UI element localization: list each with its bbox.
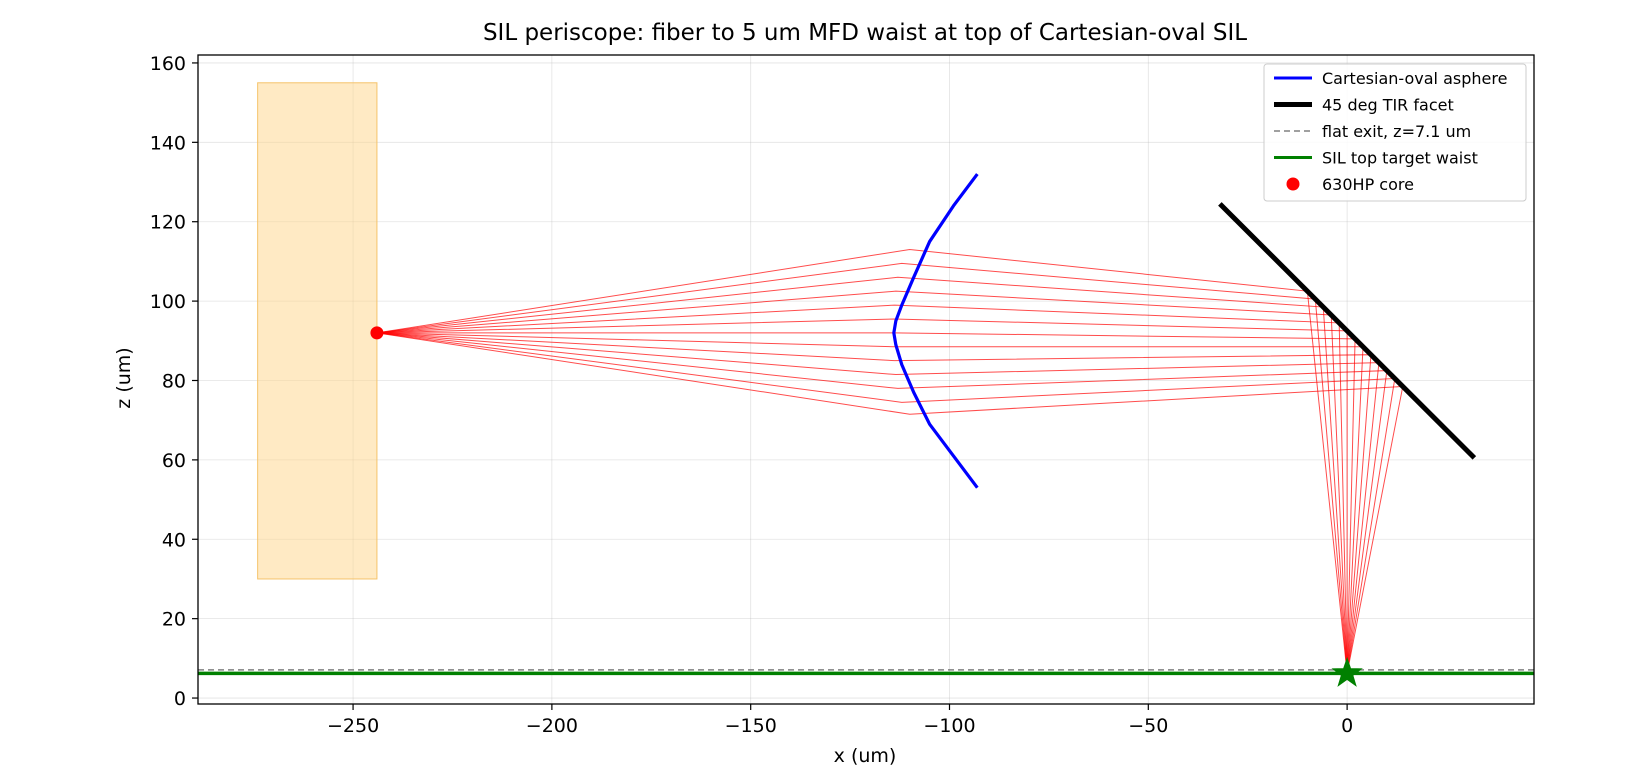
x-tick-label-3: −100 (923, 715, 975, 737)
ray-1 (376, 262, 1348, 674)
plot-frame (197, 54, 1535, 705)
legend-box (1263, 63, 1527, 202)
ray-8 (376, 332, 1372, 674)
ray-10 (376, 332, 1388, 674)
legend: Cartesian-oval asphere 45 deg TIR facet fl… (1263, 63, 1527, 202)
asphere-curve (892, 173, 979, 489)
legend-label-0: Cartesian-oval asphere (1322, 69, 1507, 88)
plot-area (198, 55, 1534, 704)
y-tick-label-0: 0 (174, 688, 186, 710)
x-tick-label-2: −150 (725, 715, 777, 737)
y-tick-label-8: 160 (150, 53, 186, 75)
ray-0 (376, 248, 1348, 674)
x-tick-label-5: 0 (1341, 715, 1353, 737)
x-axis-label: x (um) (834, 745, 897, 767)
y-tick-label-1: 20 (162, 609, 186, 631)
axes: −250 −200 −150 −100 −50 0 0 20 40 60 80 100 120 140 16… (150, 53, 1535, 737)
grid (198, 55, 1534, 704)
legend-label-3: SIL top target waist (1322, 149, 1478, 168)
y-tick-label-2: 40 (162, 529, 186, 551)
ray-2 (376, 276, 1348, 674)
ray-bundle (376, 248, 1404, 674)
ray-4 (376, 304, 1348, 674)
legend-label-1: 45 deg TIR facet (1322, 96, 1454, 115)
y-axis-label: z (um) (113, 347, 135, 408)
legend-handle-4 (1286, 177, 1300, 191)
legend-label-4: 630HP core (1322, 175, 1414, 194)
ray-5 (376, 318, 1348, 674)
ray-11 (376, 332, 1396, 674)
fiber-cladding-rect (257, 82, 378, 580)
legend-label-2: flat exit, z=7.1 um (1322, 122, 1471, 141)
fiber-core-marker (370, 326, 384, 340)
tir-facet-line (1218, 202, 1477, 460)
plot-content (198, 82, 1534, 676)
x-tick-label-4: −50 (1128, 715, 1168, 737)
y-tick-label-7: 140 (150, 132, 186, 154)
ray-7 (376, 332, 1364, 674)
waist-star-marker (1331, 656, 1363, 687)
x-tick-label-1: −200 (526, 715, 578, 737)
ray-12 (376, 332, 1404, 674)
x-tick-label-0: −250 (327, 715, 379, 737)
ray-6 (376, 332, 1356, 674)
ray-3 (376, 290, 1348, 674)
chart-title: SIL periscope: fiber to 5 um MFD waist a… (483, 20, 1247, 46)
y-tick-label-4: 80 (162, 370, 186, 392)
y-tick-label-6: 120 (150, 212, 186, 234)
ray-9 (376, 332, 1380, 674)
y-tick-label-5: 100 (150, 291, 186, 313)
y-tick-label-3: 60 (162, 450, 186, 472)
